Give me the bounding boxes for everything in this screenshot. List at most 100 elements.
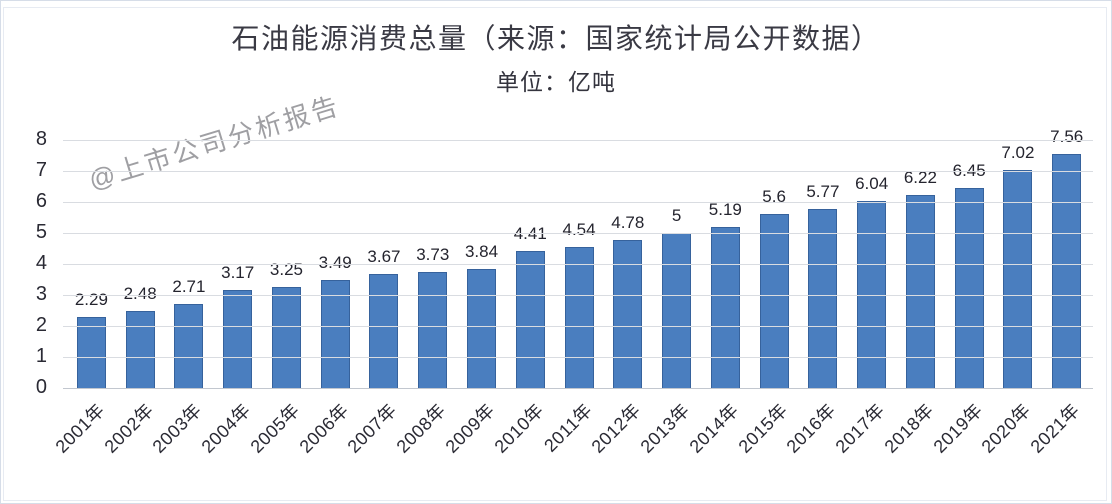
- x-axis-label: 2007年: [343, 399, 401, 457]
- y-axis-tick-label: 5: [35, 221, 47, 244]
- x-axis-line: [63, 388, 1093, 389]
- x-axis-label: 2008年: [392, 399, 450, 457]
- gridline: [63, 202, 1093, 203]
- x-axis-label: 2006年: [295, 399, 353, 457]
- bar-value-label: 3.84: [464, 242, 499, 261]
- bar-group: 4.41 2010年: [490, 140, 555, 457]
- bar-group: 6.45 2019年: [929, 140, 994, 457]
- bar-value-label: 5.77: [806, 182, 840, 201]
- x-axis-label: 2011年: [540, 399, 597, 456]
- bar: [125, 311, 155, 388]
- bar-group: 3.17 2004年: [198, 140, 262, 457]
- bars-row: 2.29 2001年 2.48 2002年 2.71 2003年 3.17 2004年 3.25…: [51, 127, 1091, 457]
- bar-value-label: 3.17: [221, 263, 255, 282]
- bar-group: 3.73 2008年: [393, 140, 457, 457]
- bar: [1052, 154, 1082, 388]
- x-axis-label: 2019年: [929, 399, 987, 457]
- bar: [515, 251, 545, 388]
- x-axis-label: 2002年: [100, 399, 158, 457]
- bar: [954, 188, 984, 388]
- bar: [76, 317, 106, 388]
- bar-group: 4.54 2011年: [540, 140, 604, 456]
- x-axis-label: 2014年: [685, 399, 743, 457]
- bar-value-label: 5.19: [708, 200, 742, 219]
- bar-group: 5.19 2014年: [685, 140, 750, 457]
- bar-value-label: 6.22: [903, 168, 937, 187]
- bar-group: 3.49 2006年: [295, 140, 360, 457]
- bar-value-label: 2.48: [123, 284, 157, 303]
- bar-group: 3.84 2009年: [442, 140, 506, 457]
- bar-value-label: 2.71: [172, 277, 206, 296]
- y-axis-tick-label: 0: [35, 376, 47, 399]
- y-axis-tick-label: 3: [35, 283, 47, 306]
- plot-area: 2.29 2001年 2.48 2002年 2.71 2003年 3.17 2004年 3.25…: [51, 127, 1093, 457]
- bar-value-label: 7.56: [1050, 127, 1084, 146]
- bar: [662, 233, 692, 388]
- x-axis-label: 2018年: [880, 399, 938, 457]
- bar: [613, 240, 643, 388]
- bar-group: 5.77 2016年: [783, 140, 847, 457]
- bar-group: 6.22 2018年: [880, 140, 945, 457]
- bar-group: 7.56 2021年: [1027, 127, 1091, 457]
- y-axis-tick-label: 2: [35, 314, 47, 337]
- bar: [271, 287, 301, 388]
- bar-value-label: 3.67: [367, 247, 401, 266]
- bar-group: 6.04 2017年: [832, 140, 896, 457]
- chart-subtitle: 单位：亿吨: [496, 69, 616, 95]
- bar: [808, 209, 838, 388]
- bar-group: 2.71 2003年: [149, 140, 214, 457]
- bar-group: 3.67 2007年: [344, 140, 409, 457]
- gridline: [63, 357, 1093, 358]
- gridline: [63, 140, 1093, 141]
- x-axis-label: 2004年: [197, 399, 255, 457]
- bar: [418, 272, 448, 388]
- gridline: [63, 295, 1093, 296]
- x-axis-label: 2013年: [636, 399, 694, 457]
- y-axis-tick-label: 6: [35, 190, 47, 213]
- bar-value-label: 7.02: [1001, 143, 1035, 162]
- x-axis-label: 2017年: [831, 399, 889, 457]
- x-axis-label: 2009年: [441, 399, 499, 457]
- bar: [467, 269, 496, 388]
- bar-group: 2.48 2002年: [100, 140, 165, 457]
- bar: [564, 247, 594, 388]
- bar: [174, 304, 204, 388]
- x-axis-label: 2016年: [782, 399, 840, 457]
- x-axis-label: 2012年: [587, 399, 645, 457]
- gridline: [63, 264, 1093, 265]
- bar-group: 7.02 2020年: [978, 140, 1043, 457]
- bar: [857, 201, 887, 388]
- y-axis-tick-label: 7: [35, 159, 47, 182]
- bar: [369, 274, 399, 388]
- bar-group: 5.6 2015年: [734, 140, 799, 457]
- gridline: [63, 233, 1093, 234]
- bar: [759, 214, 789, 388]
- gridline: [63, 326, 1093, 327]
- bar-group: 2.29 2001年: [51, 140, 116, 457]
- bar-value-label: 2.29: [74, 290, 108, 309]
- bar-value-label: 3.25: [269, 260, 303, 279]
- x-axis-label: 2010年: [490, 399, 548, 457]
- x-axis-label: 2003年: [148, 399, 206, 457]
- bar: [1003, 170, 1033, 388]
- bar: [320, 280, 350, 388]
- x-axis-label: 2020年: [977, 399, 1035, 457]
- bar-value-label: 4.78: [611, 213, 645, 232]
- bar-value-label: 6.45: [952, 161, 986, 180]
- x-axis-label: 2001年: [51, 399, 109, 457]
- gridline: [63, 171, 1093, 172]
- bar-value-label: 6.04: [855, 174, 889, 193]
- x-axis-label: 2005年: [246, 399, 304, 457]
- bar: [710, 227, 740, 388]
- bar-value-label: 3.73: [416, 245, 450, 264]
- bar-group: 5 2013年: [637, 140, 701, 457]
- bar-value-label: 4.41: [513, 224, 547, 243]
- x-axis-label: 2021年: [1026, 399, 1084, 457]
- y-axis-tick-label: 8: [35, 128, 47, 151]
- y-axis: 0 1 2 3 4 5 6 7 8: [1, 128, 55, 398]
- y-axis-tick-label: 1: [35, 345, 47, 368]
- bar: [905, 195, 935, 388]
- chart-title: 石油能源消费总量（来源：国家统计局公开数据）: [231, 23, 881, 54]
- bar-value-label: 5: [671, 206, 682, 225]
